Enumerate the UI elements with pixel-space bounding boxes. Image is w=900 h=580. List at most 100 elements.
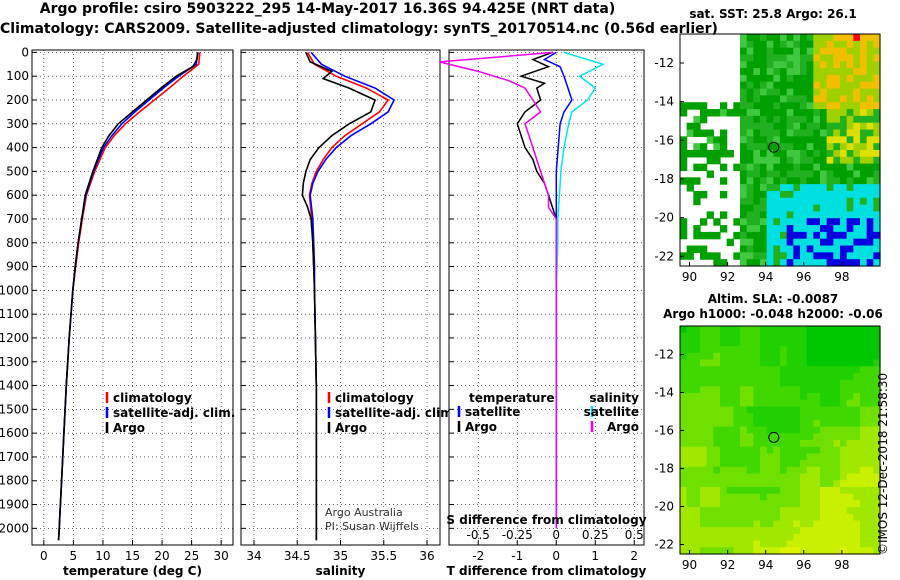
sst-map-cell bbox=[806, 61, 814, 69]
sst-map-cell bbox=[800, 68, 808, 76]
sst-map-cell bbox=[860, 102, 868, 110]
figure-title-line-2: Climatology: CARS2009. Satellite-adjuste… bbox=[0, 21, 718, 37]
sla-map-cell bbox=[793, 406, 801, 414]
sla-map-cell bbox=[793, 386, 801, 394]
sla-map-cell bbox=[806, 507, 814, 515]
sst-map-cell bbox=[786, 197, 794, 206]
sst-map-cell bbox=[873, 136, 881, 144]
sst-map-cell bbox=[793, 61, 801, 69]
sst-map-cell bbox=[820, 40, 828, 49]
sla-map-cell bbox=[806, 466, 814, 475]
sst-map-cell bbox=[813, 102, 821, 110]
sla-map-cell bbox=[753, 393, 761, 401]
sla-map-cell bbox=[686, 332, 694, 341]
sla-map-cell bbox=[846, 486, 854, 495]
sst-map-cell bbox=[813, 54, 821, 62]
sla-map-cell bbox=[693, 466, 701, 475]
sla-map-cell bbox=[866, 379, 874, 387]
sla-map-cell bbox=[786, 527, 794, 535]
sst-map-cell bbox=[826, 129, 834, 137]
sst-map-cell bbox=[833, 102, 841, 110]
sla-map-cell bbox=[853, 440, 861, 448]
sla-map-cell bbox=[740, 433, 748, 441]
sla-map-cell bbox=[840, 480, 848, 488]
sst-map-cell bbox=[780, 143, 788, 151]
sst-map-cell bbox=[780, 184, 788, 192]
sla-map-cell bbox=[746, 379, 754, 387]
sst-map-cell bbox=[680, 218, 688, 226]
sla-map-cell bbox=[840, 473, 848, 481]
sst-map-cell bbox=[746, 177, 754, 185]
sla-map-cell bbox=[846, 493, 854, 501]
sla-map-cell bbox=[813, 393, 821, 401]
sla-map-cell bbox=[726, 393, 734, 401]
sst-map-cell bbox=[873, 225, 881, 233]
sst-map-cell bbox=[786, 177, 794, 185]
sla-map-cell bbox=[713, 393, 721, 401]
sla-map-cell bbox=[800, 379, 808, 387]
sla-map-cell bbox=[820, 547, 828, 555]
sla-map-cell bbox=[786, 513, 794, 522]
sla-map-cell bbox=[860, 520, 868, 528]
sla-map-cell bbox=[700, 366, 708, 374]
sst-map-cell bbox=[753, 177, 761, 185]
sst-map-cell bbox=[813, 190, 821, 199]
salinity-tick-label: 36 bbox=[419, 549, 434, 563]
sla-map-cell bbox=[820, 433, 828, 441]
sla-map-cell bbox=[786, 486, 794, 495]
sst-map-cell bbox=[806, 102, 814, 110]
sst-map-cell bbox=[793, 238, 801, 247]
sst-map-cell bbox=[806, 54, 814, 62]
sla-map-cell bbox=[800, 433, 808, 441]
sla-map-cell bbox=[766, 352, 774, 361]
sla-map-cell bbox=[813, 533, 821, 542]
sla-map-cell bbox=[853, 486, 861, 495]
sla-map-cell bbox=[733, 547, 741, 555]
sla-map-cell bbox=[773, 446, 781, 455]
sla-map-cell bbox=[740, 453, 748, 461]
sla-map-cell bbox=[713, 326, 721, 334]
sla-map-cell bbox=[826, 393, 834, 401]
sla-map-cell bbox=[846, 419, 854, 428]
sst-map-cell bbox=[693, 245, 701, 253]
sst-map-cell bbox=[873, 245, 881, 253]
sla-map-cell bbox=[793, 547, 801, 555]
sst-map-cell bbox=[833, 109, 841, 117]
sla-map-cell bbox=[753, 466, 761, 475]
sst-map-cell bbox=[740, 156, 748, 165]
sla-map-cell bbox=[873, 386, 881, 394]
sst-map-cell bbox=[853, 129, 861, 137]
sst-map-cell bbox=[713, 231, 721, 240]
sla-map-cell bbox=[780, 500, 788, 508]
depth-tick-label: 1800 bbox=[0, 474, 29, 488]
sst-map-cell bbox=[793, 190, 801, 199]
sst-map-cell bbox=[740, 88, 748, 97]
sst-map-cell bbox=[786, 47, 794, 56]
sla-map-cell bbox=[806, 426, 814, 434]
sla-map-cell bbox=[826, 440, 834, 448]
sst-map-cell bbox=[846, 225, 854, 233]
sla-map-cell bbox=[846, 473, 854, 481]
sst-map-cell bbox=[793, 184, 801, 192]
sst-map-cell bbox=[780, 81, 788, 90]
sla-map-cell bbox=[753, 533, 761, 542]
sla-map-cell bbox=[853, 533, 861, 542]
sla-map-cell bbox=[793, 346, 801, 354]
sla-map-cell bbox=[760, 480, 768, 488]
sla-map-cell bbox=[833, 379, 841, 387]
sst-map-cell bbox=[826, 68, 834, 76]
sla-map-cell bbox=[693, 500, 701, 508]
sla-map-cell bbox=[786, 500, 794, 508]
sla-map-cell bbox=[700, 352, 708, 361]
sla-map-cell bbox=[693, 399, 701, 408]
sla-map-cell bbox=[853, 507, 861, 515]
sst-map-cell bbox=[753, 163, 761, 172]
sla-map-cell bbox=[866, 520, 874, 528]
sst-map-cell bbox=[773, 109, 781, 117]
sst-map-cell bbox=[773, 95, 781, 103]
sst-map-cell bbox=[766, 163, 774, 172]
sla-map-cell bbox=[840, 493, 848, 501]
sla-map-cell bbox=[860, 466, 868, 475]
sla-map-cell bbox=[760, 352, 768, 361]
sla-map-cell bbox=[686, 413, 694, 421]
